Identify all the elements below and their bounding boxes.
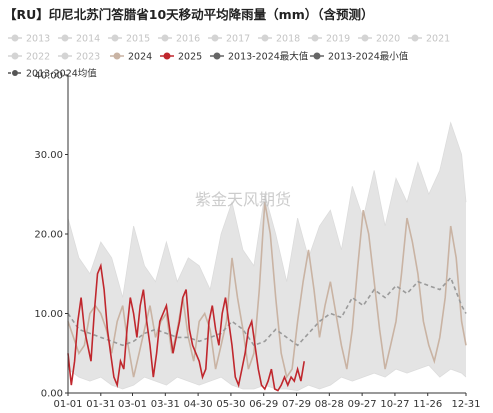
legend-item[interactable]: 2013 [8, 34, 50, 45]
legend-label: 2014 [76, 34, 100, 45]
series-2025-line [67, 262, 305, 392]
y-tick-label: 10.00 [34, 309, 63, 320]
legend-marker [113, 52, 121, 60]
legend-marker [311, 34, 319, 42]
legend-label: 2013-2024均值 [26, 68, 97, 80]
series-min-line [67, 364, 467, 392]
x-tick-label: 04-30 [184, 399, 213, 410]
legend-item[interactable]: 2025 [160, 52, 202, 63]
legend-marker [161, 34, 169, 42]
legend-label: 2020 [376, 34, 400, 45]
legend-marker [111, 34, 119, 42]
legend-marker [12, 70, 18, 76]
series-2024-line [67, 202, 467, 380]
series-mean-line [67, 276, 467, 347]
legend-label: 2025 [178, 52, 202, 63]
legend-marker [313, 52, 321, 60]
legend-label: 2016 [176, 34, 200, 45]
watermark: 紫金天风期货 [195, 190, 291, 209]
legend-marker [411, 34, 419, 42]
legend-marker [213, 52, 221, 60]
legend-marker [11, 34, 19, 42]
legend-item[interactable]: 2017 [208, 34, 250, 45]
legend-label: 2021 [426, 34, 450, 45]
x-tick-label: 12-31 [451, 399, 480, 410]
legend-item[interactable]: 2022 [8, 52, 50, 63]
legend-label: 2018 [276, 34, 300, 45]
series-max-line [67, 121, 467, 298]
legend-marker [361, 34, 369, 42]
x-tick-label: 03-01 [118, 399, 147, 410]
x-tick-label: 03-31 [151, 399, 180, 410]
legend-item[interactable]: 2018 [258, 34, 300, 45]
legend-marker [211, 34, 219, 42]
y-tick-label: 20.00 [34, 230, 63, 241]
y-tick-label: 30.00 [34, 150, 63, 161]
legend-item[interactable]: 2016 [158, 34, 200, 45]
legend-marker [11, 52, 19, 60]
legend-label: 2023 [76, 52, 100, 63]
max-min-range-band [68, 122, 466, 391]
legend-marker [261, 34, 269, 42]
legend-item[interactable]: 2013-2024均值 [8, 68, 97, 80]
legend-item[interactable]: 2023 [58, 52, 100, 63]
legend-label: 2022 [26, 52, 50, 63]
legend-item[interactable]: 2019 [308, 34, 350, 45]
legend-item[interactable]: 2020 [358, 34, 400, 45]
x-tick-label: 11-26 [413, 399, 442, 410]
legend-item[interactable]: 2013-2024最小值 [310, 51, 409, 63]
y-tick-label: 40.00 [34, 71, 63, 82]
x-tick-label: 09-27 [348, 399, 377, 410]
legend-marker [163, 52, 171, 60]
legend-label: 2015 [126, 34, 150, 45]
y-tick-label: 0.00 [41, 389, 63, 400]
legend-label: 2013-2024最小值 [328, 51, 409, 63]
chart-title: 【RU】印尼北苏门答腊省10天移动平均降雨量（mm）（含预测） [4, 7, 373, 22]
x-tick-label: 01-01 [53, 399, 82, 410]
legend-label: 2024 [128, 52, 152, 63]
x-tick-label: 07-29 [282, 399, 311, 410]
legend-marker [61, 34, 69, 42]
x-tick-label: 01-31 [86, 399, 115, 410]
legend-marker [61, 52, 69, 60]
chart-legend: 2013 2014 2015 2016 2017 2018 2019 2020 2021 2022… [8, 34, 450, 80]
x-tick-label: 08-28 [315, 399, 344, 410]
legend-label: 2013 [26, 34, 50, 45]
x-tick-label: 05-30 [216, 399, 245, 410]
legend-label: 2013-2024最大值 [228, 51, 309, 63]
legend-item[interactable]: 2021 [408, 34, 450, 45]
legend-item[interactable]: 2024 [110, 52, 152, 63]
legend-item[interactable]: 2015 [108, 34, 150, 45]
legend-item[interactable]: 2013-2024最大值 [210, 51, 309, 63]
legend-label: 2017 [226, 34, 250, 45]
legend-label: 2019 [326, 34, 350, 45]
legend-item[interactable]: 2014 [58, 34, 100, 45]
axes: 0.00 10.00 20.00 30.00 40.00 01-01 01-31 03-01 0… [34, 71, 480, 411]
x-tick-label: 10-27 [380, 399, 409, 410]
x-tick-label: 06-29 [249, 399, 278, 410]
plot-area: 紫金天风期货 [67, 121, 467, 392]
